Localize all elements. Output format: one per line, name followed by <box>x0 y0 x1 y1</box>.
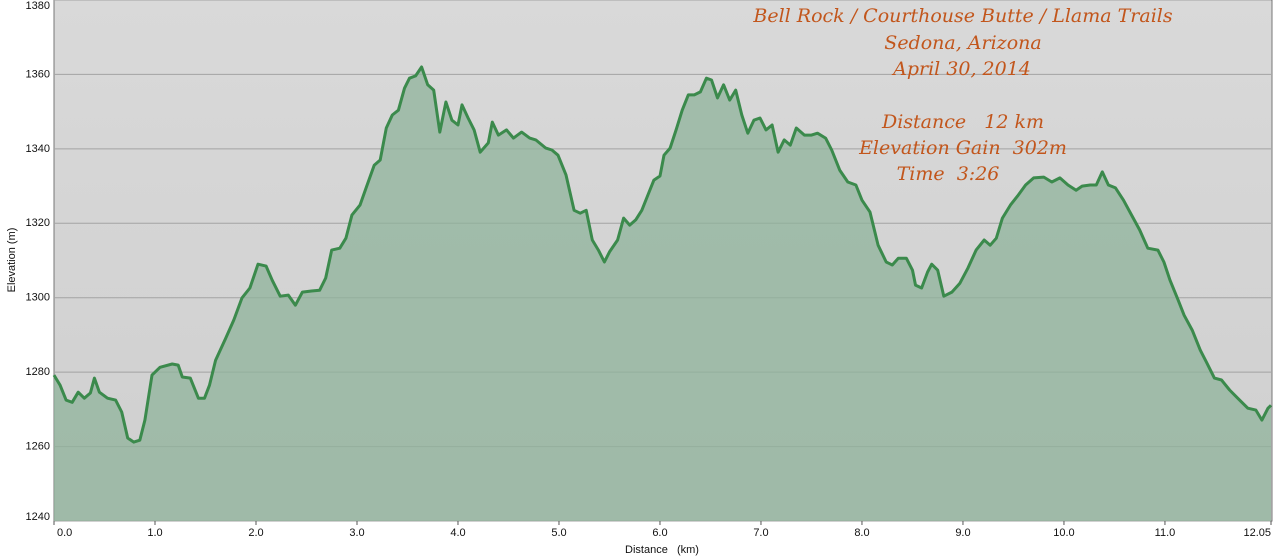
elevation-line <box>52 65 1273 444</box>
x-tick-label: 11.0 <box>1155 527 1176 539</box>
x-axis-title: Distance (km) <box>625 544 699 556</box>
y-tick-label: 1260 <box>26 440 50 452</box>
y-tick-label: 1320 <box>26 217 50 229</box>
x-tick-label: 4.0 <box>450 527 465 539</box>
x-tick-label: 10.0 <box>1053 527 1074 539</box>
y-tick-label: 1300 <box>26 292 50 304</box>
annotation-block: Bell Rock / Courthouse Butte / Llama Tra… <box>752 5 1172 185</box>
x-tick-label: 9.0 <box>955 527 970 539</box>
chart-title: Bell Rock / Courthouse Butte / Llama Tra… <box>752 5 1172 27</box>
x-tick-label: 8.0 <box>854 527 869 539</box>
x-tick-label: 12.05 <box>1243 527 1271 539</box>
annotation: Time 3:26 <box>897 163 1000 185</box>
annotation: April 30, 2014 <box>891 58 1031 80</box>
y-tick-label: 1240 <box>26 511 50 523</box>
x-tick-label: 7.0 <box>753 527 768 539</box>
annotation: Elevation Gain 302m <box>858 137 1067 159</box>
x-tick-label: 6.0 <box>652 527 667 539</box>
y-tick-label: 1340 <box>26 143 50 155</box>
y-tick-label: 1360 <box>26 68 50 80</box>
y-tick-label: 1380 <box>26 0 50 12</box>
x-tick-label: 1.0 <box>147 527 162 539</box>
y-tick-label: 1280 <box>26 366 50 378</box>
annotation: Distance 12 km <box>881 111 1044 133</box>
y-axis-title: Elevation (m) <box>6 228 18 293</box>
area-fill <box>54 67 1271 521</box>
x-tick-label: 0.0 <box>57 527 72 539</box>
annotation: Sedona, Arizona <box>884 32 1041 54</box>
x-tick-label: 5.0 <box>551 527 566 539</box>
x-tick-label: 2.0 <box>248 527 263 539</box>
labels: 1240 1260 1280 1300 1320 1340 1360 1380 0.0 1.0 2.… <box>26 0 1271 539</box>
x-tick-label: 3.0 <box>349 527 364 539</box>
marks <box>52 65 1273 521</box>
